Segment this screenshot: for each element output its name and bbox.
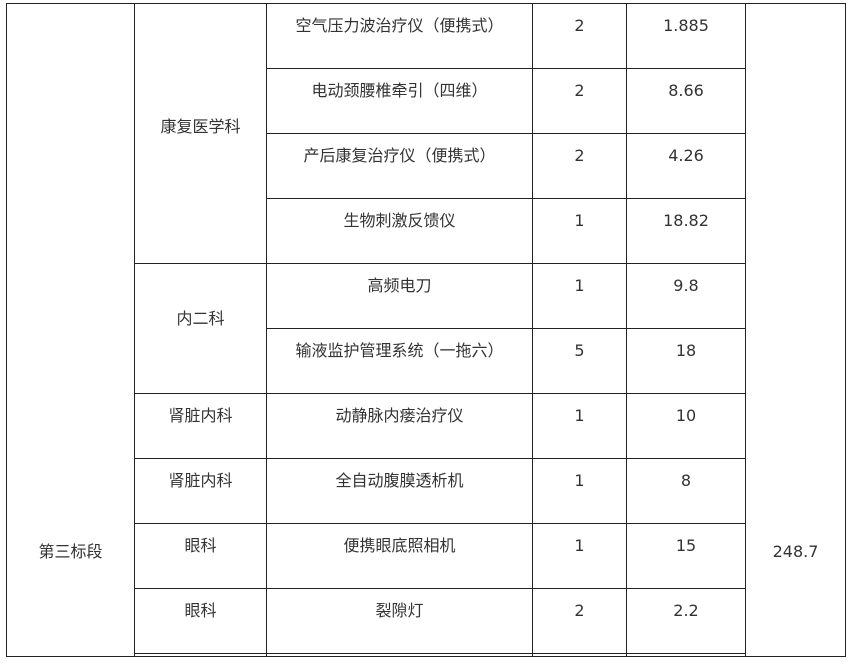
- amount-cell: 8.66: [626, 68, 746, 134]
- dept-cell: 内二科: [134, 263, 267, 394]
- table-row: 内二科 高频电刀 1 9.8: [7, 263, 846, 394]
- dept-cell: 肾脏内科: [134, 393, 267, 459]
- table-row: 肾脏内科 动静脉内瘘治疗仪 1 10: [7, 393, 846, 459]
- amount-cell: 18: [626, 328, 746, 394]
- table-row: 眼科 裂隙灯 2 2.2: [7, 588, 846, 654]
- amount-cell: 4.26: [626, 133, 746, 199]
- amount-cell: 10: [626, 393, 746, 459]
- qty-cell: 2: [532, 3, 627, 69]
- table-row: 肾脏内科 全自动腹膜透析机 1 8: [7, 458, 846, 524]
- item-cell: 动静脉内瘘治疗仪: [266, 393, 533, 459]
- dept-cell: 肾脏内科: [134, 458, 267, 524]
- section-cell: 第三标段: [6, 3, 135, 657]
- total-cell: 248.7: [745, 3, 846, 657]
- dept-cell: 康复医学科: [134, 3, 267, 264]
- item-cell: 空气压力波治疗仪（便携式）: [266, 3, 533, 69]
- item-cell: 高频电刀: [266, 263, 533, 329]
- item-cell: 生物刺激反馈仪: [266, 198, 533, 264]
- item-cell: 裂隙灯: [266, 588, 533, 654]
- amount-cell: 1.885: [626, 3, 746, 69]
- qty-cell: 2: [532, 68, 627, 134]
- table-row: 生物刺激反馈仪 1 18.82: [7, 198, 846, 264]
- document-page: 第三标段 康复医学科 空气压力波治疗仪（便携式） 2 1.885 248.7 电…: [0, 3, 849, 657]
- qty-cell: 2: [532, 588, 627, 654]
- qty-cell: 1: [532, 458, 627, 524]
- amount-cell: 2.2: [626, 588, 746, 654]
- item-cell: 输液监护管理系统（一拖六）: [266, 328, 533, 394]
- qty-cell: 2: [532, 133, 627, 199]
- table-row: 眼科 便携眼底照相机 1 15: [7, 523, 846, 589]
- item-cell: 电动颈腰椎牵引（四维）: [266, 68, 533, 134]
- amount-cell: 8: [626, 458, 746, 524]
- qty-cell: [532, 653, 627, 657]
- item-cell: 产后康复治疗仪（便携式）: [266, 133, 533, 199]
- item-cell: 便携眼底照相机: [266, 523, 533, 589]
- qty-cell: 1: [532, 198, 627, 264]
- qty-cell: 1: [532, 393, 627, 459]
- amount-cell: 15: [626, 523, 746, 589]
- dept-cell: [134, 653, 267, 657]
- qty-cell: 1: [532, 263, 627, 329]
- qty-cell: 1: [532, 523, 627, 589]
- table-row: 产后康复治疗仪（便携式） 2 4.26: [7, 133, 846, 199]
- equipment-table: 第三标段 康复医学科 空气压力波治疗仪（便携式） 2 1.885 248.7 电…: [6, 3, 846, 657]
- qty-cell: 5: [532, 328, 627, 394]
- amount-cell: 9.8: [626, 263, 746, 329]
- item-cell: 全自动腹膜透析机: [266, 458, 533, 524]
- dept-cell: 眼科: [134, 588, 267, 654]
- table-row: 电动颈腰椎牵引（四维） 2 8.66: [7, 68, 846, 134]
- table-row-cut-off: [7, 653, 846, 657]
- dept-cell: 眼科: [134, 523, 267, 589]
- amount-cell: 18.82: [626, 198, 746, 264]
- amount-cell: [626, 653, 746, 657]
- item-cell: [266, 653, 533, 657]
- table-row: 第三标段 康复医学科 空气压力波治疗仪（便携式） 2 1.885 248.7: [6, 3, 846, 657]
